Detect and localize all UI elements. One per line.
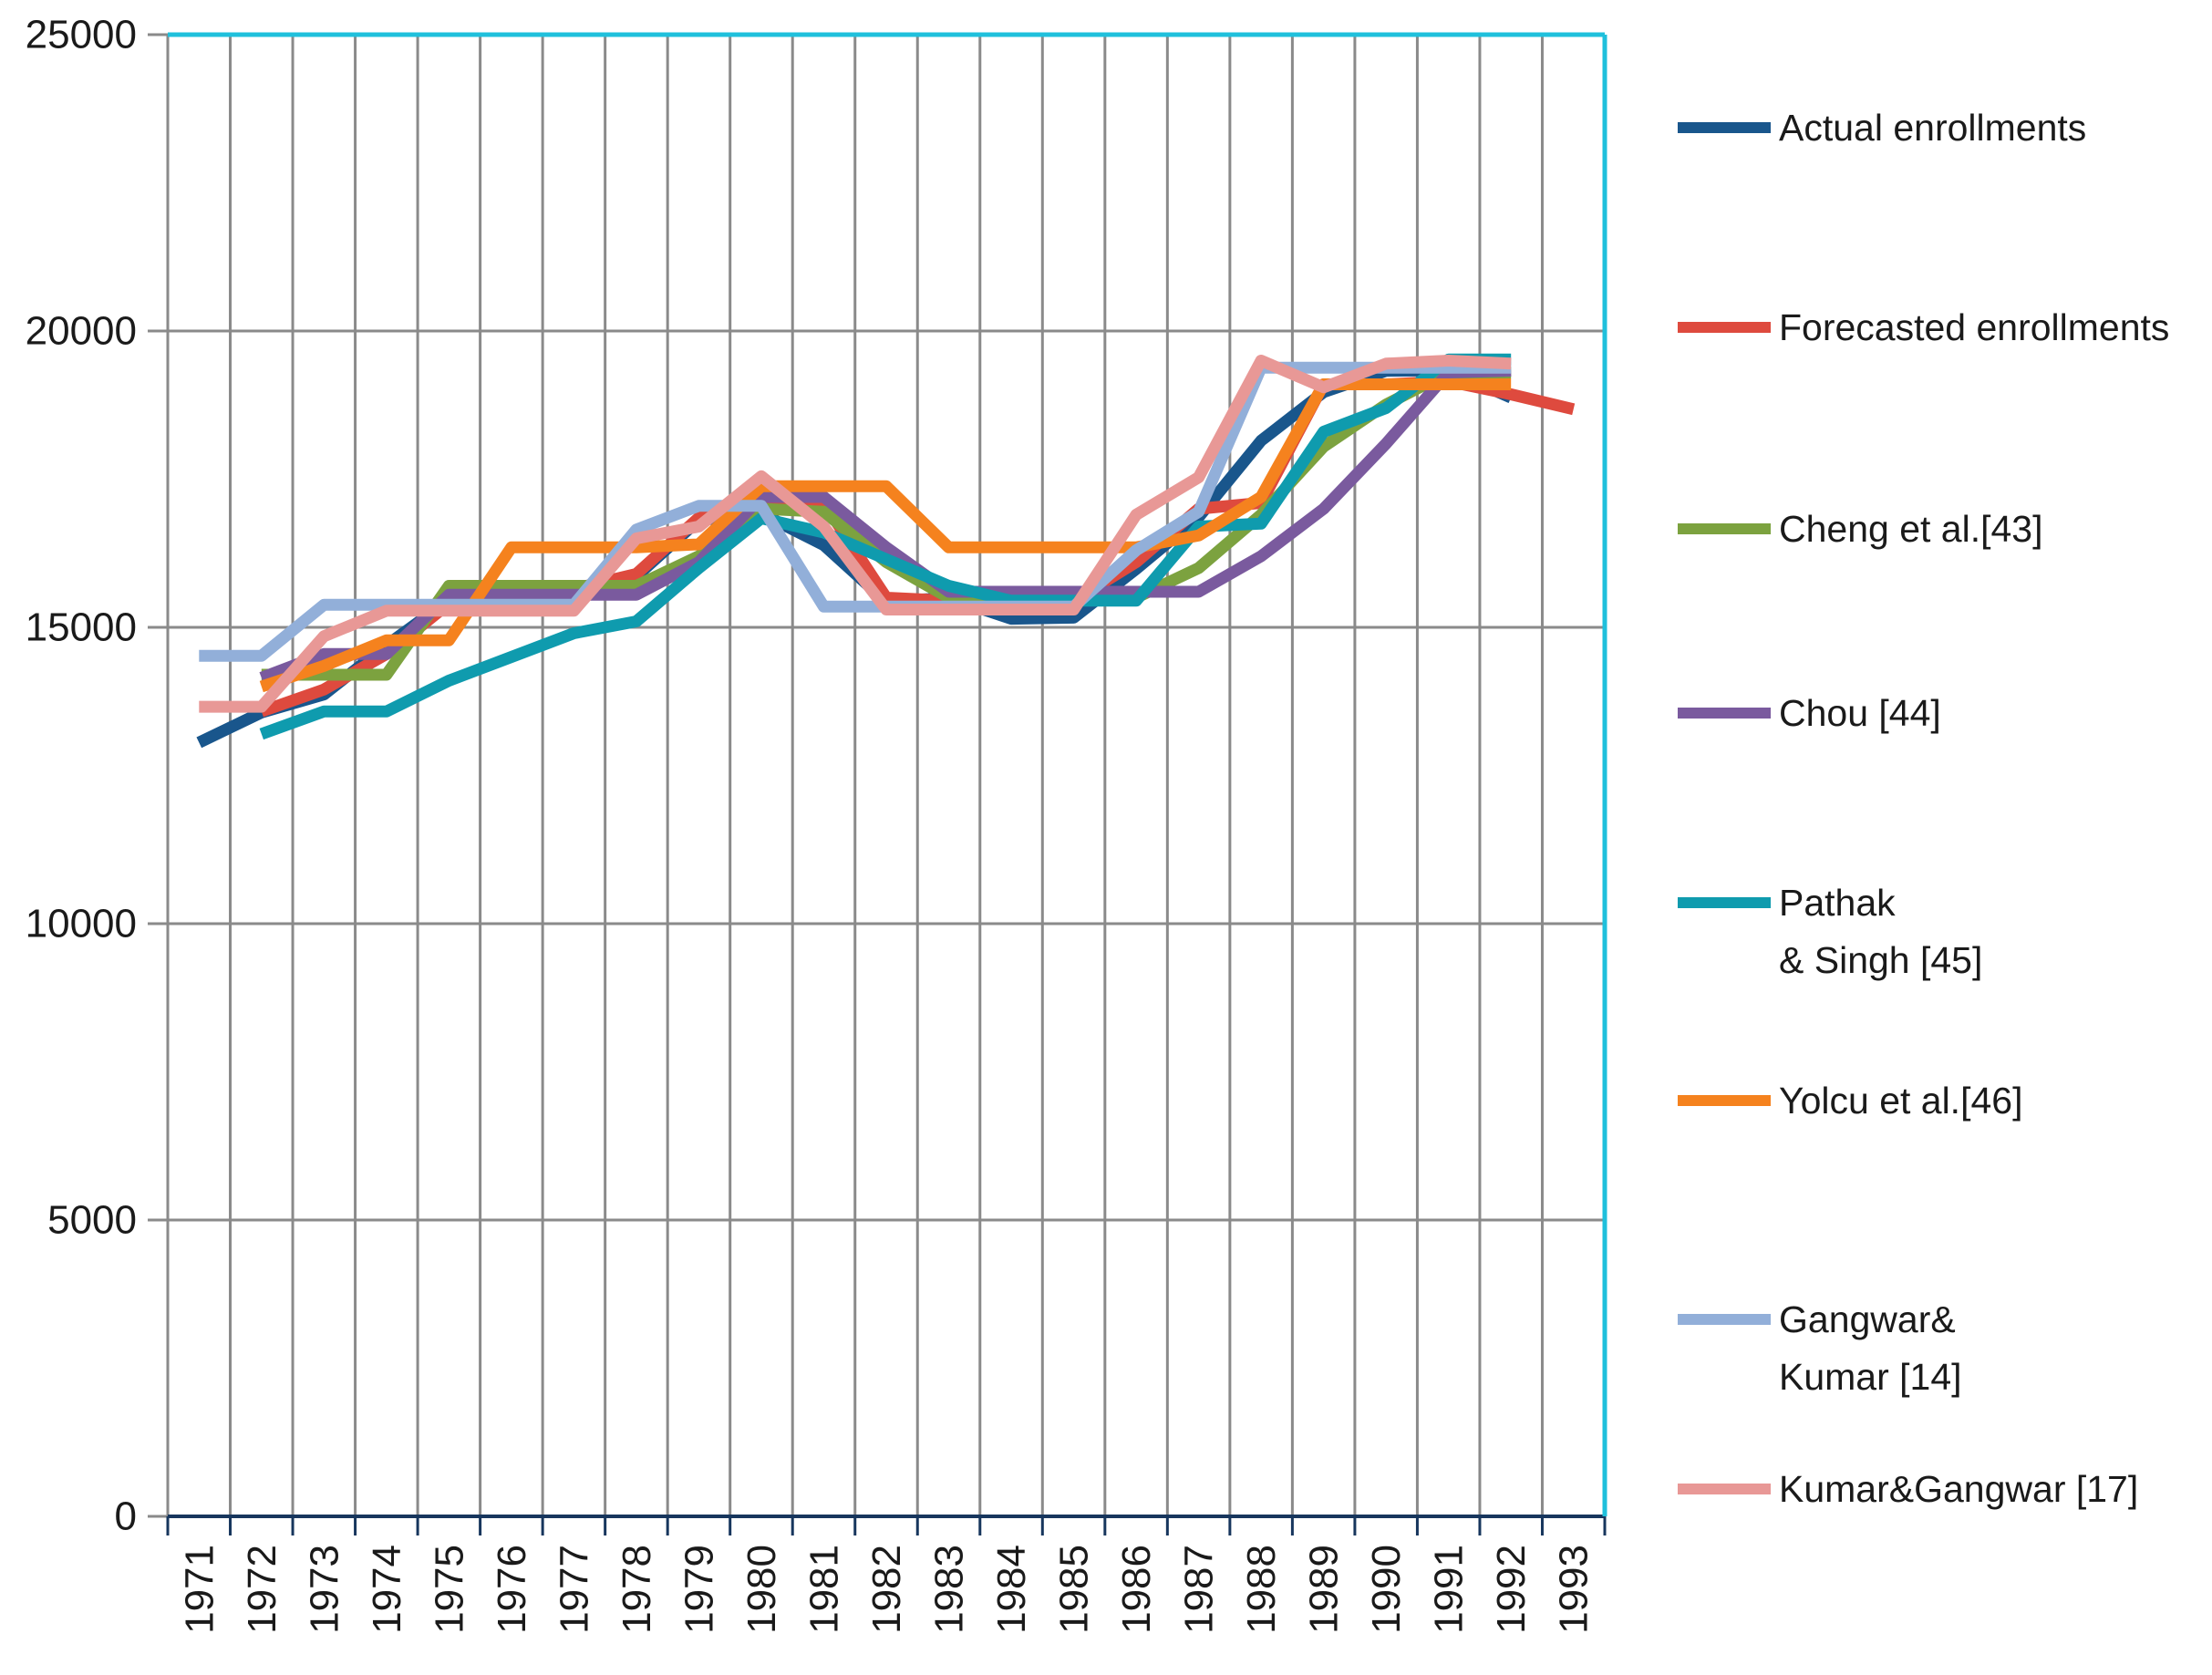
x-axis-year-label: 1989 [1302,1545,1347,1634]
series-line-ref-7 [199,355,1512,713]
x-axis-year-label: 1988 [1239,1545,1284,1634]
y-axis-tick-label: 0 [115,1494,137,1539]
y-axis-tick-label: 10000 [26,902,137,946]
legend-item-label: Forecasted enrollments [1779,306,2170,348]
legend-color-line [1678,122,1771,133]
x-axis-year-label: 1976 [490,1545,534,1634]
series-line-ref-4 [259,353,1512,740]
x-axis-year-label: 1973 [302,1545,346,1634]
x-axis-year-label: 1990 [1364,1545,1409,1634]
y-axis-tick-label: 15000 [26,605,137,650]
legend-item-label: Actual enrollments [1779,107,2087,149]
x-axis-year-label: 1975 [427,1545,471,1634]
legend-color-line [1678,708,1771,719]
legend-color-line [1678,897,1771,908]
x-axis-year-label: 1991 [1427,1545,1472,1634]
legend-item-label: Gangwar& Kumar [14] [1779,1298,1962,1398]
legend-item-label: Yolcu et al.[46] [1779,1080,2023,1122]
y-axis-tick-label: 25000 [26,13,137,57]
legend-item-label: Cheng et al.[43] [1779,508,2043,550]
legend-color-line [1678,1484,1771,1494]
x-axis-year-label: 1985 [1052,1545,1097,1634]
x-axis-year-label: 1986 [1114,1545,1159,1634]
x-axis-year-label: 1980 [739,1545,784,1634]
legend-item-7: Kumar&Gangwar [17] [1678,1461,2138,1518]
x-axis-year-label: 1992 [1489,1545,1534,1634]
legend-item-4: Pathak & Singh [45] [1678,874,1982,989]
x-axis-year-label: 1979 [677,1545,721,1634]
legend-item-label: Kumar&Gangwar [17] [1779,1468,2139,1510]
y-axis-tick-label: 20000 [26,309,137,354]
legend-color-line [1678,1095,1771,1106]
x-axis-year-label: 1977 [552,1545,596,1634]
x-axis-year-label: 1974 [365,1545,409,1634]
legend-item-2: Cheng et al.[43] [1678,501,2042,558]
legend-color-line [1678,1314,1771,1325]
legend-item-0: Actual enrollments [1678,99,2086,157]
legend-item-6: Gangwar& Kumar [14] [1678,1291,1962,1406]
x-axis-year-label: 1981 [801,1545,846,1634]
x-axis-year-label: 1978 [615,1545,659,1634]
y-axis-tick-label: 5000 [47,1198,137,1243]
legend-item-1: Forecasted enrollments [1678,299,2169,357]
series-line-ref-3 [259,365,1512,684]
x-axis-year-label: 1971 [177,1545,222,1634]
x-axis-year-label: 1993 [1552,1545,1597,1634]
x-axis-year-label: 1983 [927,1545,972,1634]
legend-item-3: Chou [44] [1678,685,1941,742]
legend-color-line [1678,523,1771,534]
legend-item-label: Chou [44] [1779,692,1941,734]
legend-item-5: Yolcu et al.[46] [1678,1072,2022,1130]
x-axis-year-label: 1987 [1177,1545,1222,1634]
legend-color-line [1678,322,1771,333]
x-axis-year-label: 1982 [864,1545,909,1634]
legend-item-label: Pathak & Singh [45] [1779,882,1983,981]
x-axis-year-label: 1972 [240,1545,284,1634]
x-axis-year-label: 1984 [989,1545,1034,1634]
